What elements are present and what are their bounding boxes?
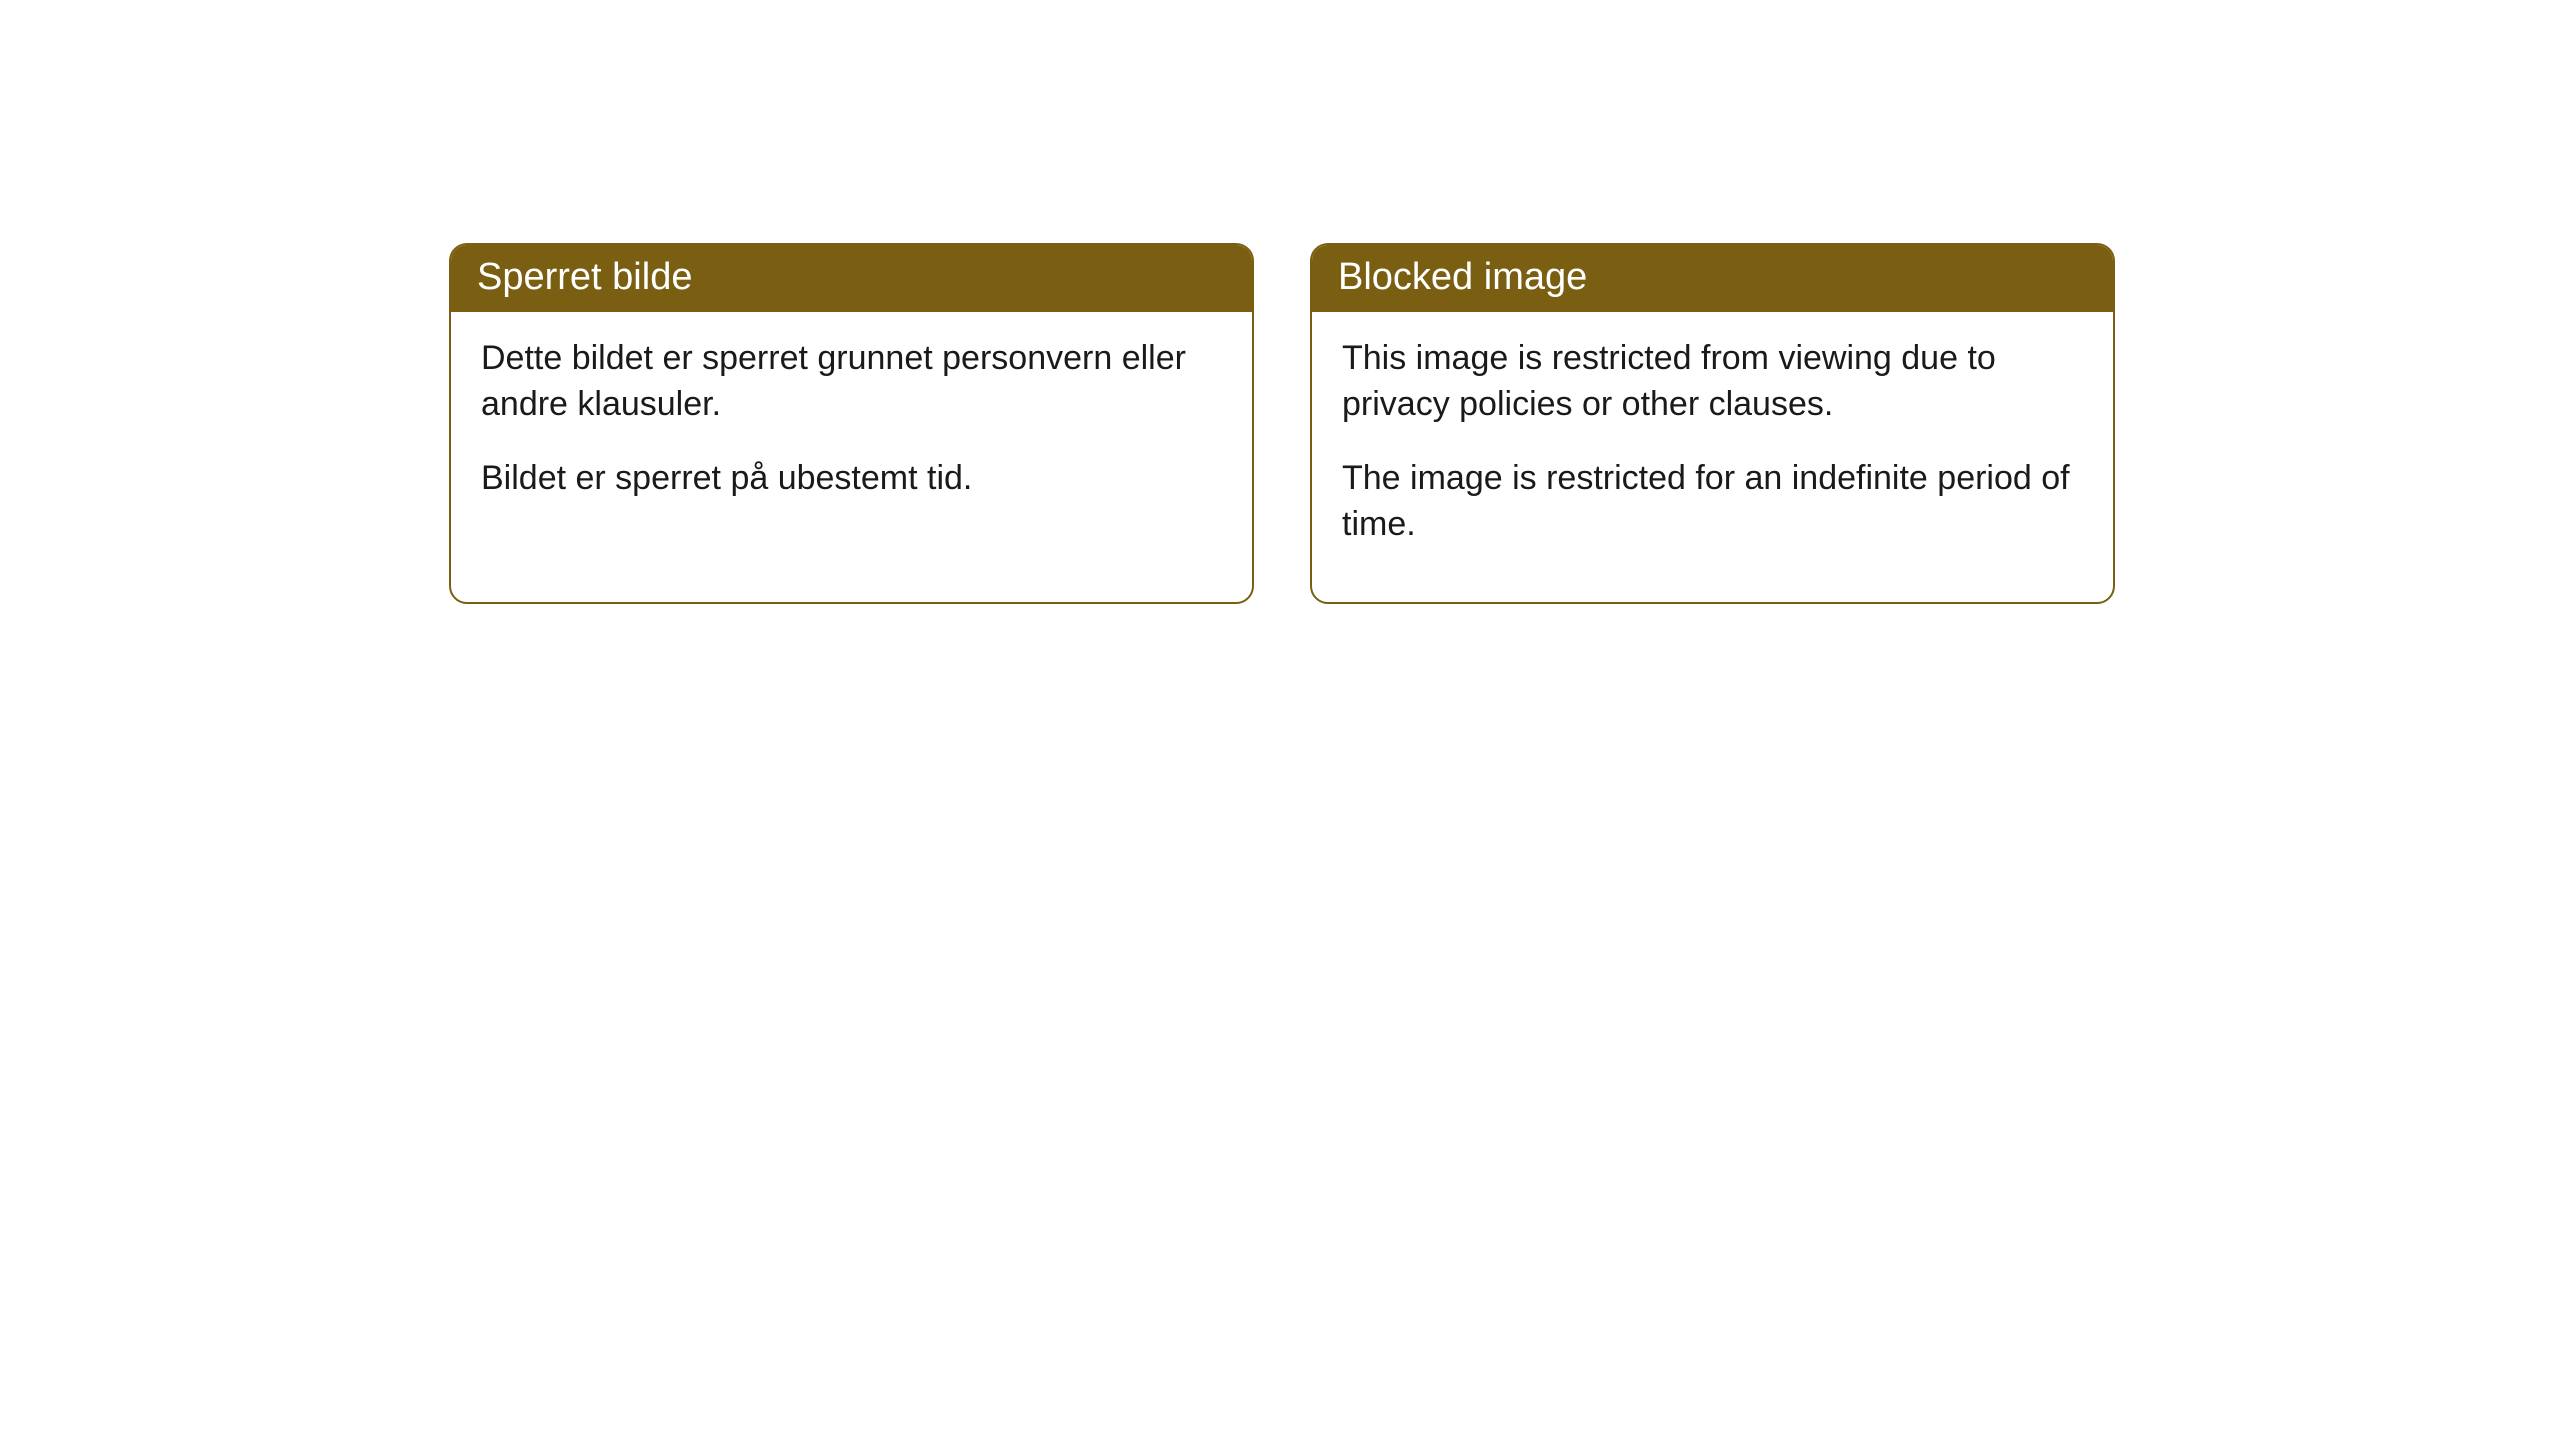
- card-header: Sperret bilde: [451, 245, 1252, 312]
- card-text-duration: The image is restricted for an indefinit…: [1342, 456, 2083, 548]
- blocked-image-cards-container: Sperret bilde Dette bildet er sperret gr…: [449, 243, 2115, 604]
- card-body: This image is restricted from viewing du…: [1312, 312, 2113, 602]
- card-header: Blocked image: [1312, 245, 2113, 312]
- card-text-duration: Bildet er sperret på ubestemt tid.: [481, 456, 1222, 502]
- blocked-image-card-english: Blocked image This image is restricted f…: [1310, 243, 2115, 604]
- card-body: Dette bildet er sperret grunnet personve…: [451, 312, 1252, 556]
- card-text-reason: This image is restricted from viewing du…: [1342, 336, 2083, 428]
- blocked-image-card-norwegian: Sperret bilde Dette bildet er sperret gr…: [449, 243, 1254, 604]
- card-text-reason: Dette bildet er sperret grunnet personve…: [481, 336, 1222, 428]
